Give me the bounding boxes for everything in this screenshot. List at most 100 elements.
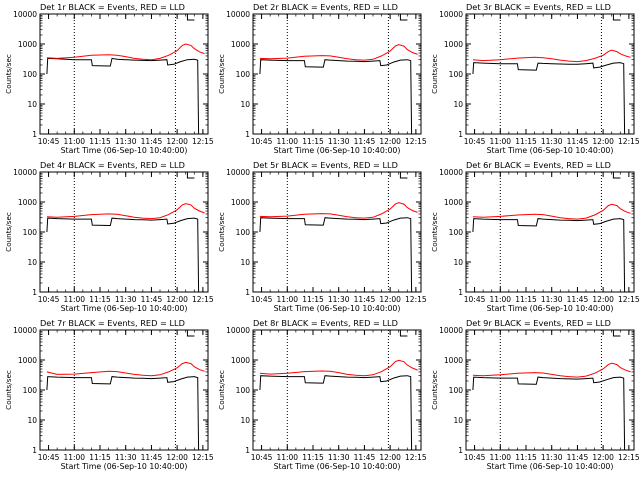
y-tick-label: 1	[245, 446, 250, 455]
x-tick-label: 11:45	[141, 137, 163, 146]
x-tick-label: 11:15	[89, 453, 111, 462]
chart-panel: Det 9r BLACK = Events, RED = LLD 1 10 100 10…	[430, 318, 640, 471]
y-tick-label: 1000	[231, 198, 250, 207]
x-tick-label: 12:00	[592, 137, 614, 146]
x-axis-label: Start Time (06-Sep-10 10:40:00)	[274, 462, 401, 471]
chart-title: Det 1r BLACK = Events, RED = LLD	[40, 2, 185, 12]
events-series-line	[46, 376, 200, 450]
y-tick-label: 1	[458, 446, 463, 455]
x-tick-label: 12:15	[405, 295, 427, 304]
y-tick-label: 100	[23, 228, 38, 237]
x-tick-label: 12:15	[192, 295, 214, 304]
attenuator-bracket	[612, 330, 621, 337]
chart-title: Det 3r BLACK = Events, RED = LLD	[466, 2, 611, 12]
x-axis-label: Start Time (06-Sep-10 10:40:00)	[61, 304, 188, 313]
y-tick-label: 1	[458, 288, 463, 297]
events-series-line	[472, 218, 626, 292]
x-tick-label: 12:00	[592, 453, 614, 462]
y-tick-label: 10000	[439, 168, 463, 177]
chart-title: Det 7r BLACK = Events, RED = LLD	[40, 318, 185, 328]
x-tick-label: 11:15	[515, 453, 537, 462]
chart-title: Det 4r BLACK = Events, RED = LLD	[40, 160, 185, 170]
y-tick-label: 1	[458, 130, 463, 139]
y-axis-label: Counts/sec	[430, 212, 439, 252]
x-axis-label: Start Time (06-Sep-10 10:40:00)	[61, 462, 188, 471]
attenuator-bracket	[399, 14, 408, 21]
x-tick-label: 11:00	[276, 137, 298, 146]
lld-series-line	[472, 362, 631, 378]
attenuator-bracket	[186, 172, 195, 179]
y-tick-label: 10	[453, 416, 463, 425]
x-tick-label: 11:15	[515, 137, 537, 146]
y-tick-label: 10	[27, 100, 37, 109]
x-axis-label: Start Time (06-Sep-10 10:40:00)	[61, 146, 188, 155]
events-series-line	[472, 376, 626, 450]
x-tick-label: 11:15	[89, 295, 111, 304]
lld-series-line	[46, 43, 205, 61]
lld-series-line	[472, 49, 631, 63]
y-axis-label: Counts/sec	[430, 54, 439, 94]
x-tick-label: 11:00	[63, 295, 85, 304]
x-axis-label: Start Time (06-Sep-10 10:40:00)	[487, 146, 614, 155]
y-tick-label: 10000	[13, 10, 37, 19]
x-tick-label: 11:30	[541, 137, 563, 146]
plot-frame	[39, 13, 209, 135]
chart-panel: Det 5r BLACK = Events, RED = LLD 1 10 100 10…	[217, 160, 427, 313]
y-tick-label: 10000	[226, 168, 250, 177]
x-tick-label: 11:30	[541, 295, 563, 304]
y-tick-label: 100	[449, 386, 464, 395]
x-tick-label: 11:00	[63, 137, 85, 146]
y-tick-label: 10	[27, 258, 37, 267]
y-tick-label: 10000	[226, 326, 250, 335]
plot-frame	[39, 329, 209, 451]
y-tick-label: 100	[449, 228, 464, 237]
y-tick-label: 10	[27, 416, 37, 425]
y-tick-label: 100	[449, 70, 464, 79]
y-tick-label: 10	[240, 258, 250, 267]
x-tick-label: 10:45	[38, 453, 60, 462]
y-tick-label: 10000	[439, 326, 463, 335]
y-tick-label: 10000	[439, 10, 463, 19]
x-tick-label: 11:00	[489, 453, 511, 462]
x-tick-label: 12:00	[166, 137, 188, 146]
lld-series-line	[259, 202, 418, 219]
events-series-line	[259, 375, 413, 450]
x-tick-label: 11:00	[276, 453, 298, 462]
y-tick-label: 1	[245, 288, 250, 297]
y-tick-label: 100	[236, 70, 251, 79]
x-tick-label: 11:15	[515, 295, 537, 304]
plot-frame	[252, 329, 422, 451]
x-tick-label: 11:30	[115, 137, 137, 146]
x-tick-label: 10:45	[38, 137, 60, 146]
events-series-line	[46, 57, 200, 134]
plot-frame	[252, 13, 422, 135]
chart-title: Det 6r BLACK = Events, RED = LLD	[466, 160, 611, 170]
y-tick-label: 1	[245, 130, 250, 139]
y-tick-label: 1000	[444, 356, 463, 365]
x-tick-label: 12:00	[379, 453, 401, 462]
y-axis-label: Counts/sec	[4, 370, 13, 410]
attenuator-bracket	[612, 14, 621, 21]
y-axis-label: Counts/sec	[217, 212, 226, 252]
attenuator-bracket	[399, 330, 408, 337]
x-tick-label: 10:45	[251, 453, 273, 462]
y-axis-label: Counts/sec	[430, 370, 439, 410]
lld-series-line	[472, 203, 631, 220]
x-tick-label: 12:00	[379, 137, 401, 146]
x-tick-label: 11:15	[302, 295, 324, 304]
chart-title: Det 9r BLACK = Events, RED = LLD	[466, 318, 611, 328]
y-tick-label: 10	[453, 100, 463, 109]
y-tick-label: 1	[32, 288, 37, 297]
y-tick-label: 10000	[226, 10, 250, 19]
y-tick-label: 10000	[13, 168, 37, 177]
attenuator-bracket	[612, 172, 621, 179]
y-axis-label: Counts/sec	[217, 54, 226, 94]
x-tick-label: 12:00	[592, 295, 614, 304]
plot-frame	[465, 13, 635, 135]
x-tick-label: 12:15	[618, 137, 640, 146]
lld-series-line	[46, 203, 205, 220]
x-tick-label: 11:45	[567, 295, 589, 304]
y-tick-label: 10000	[13, 326, 37, 335]
x-tick-label: 11:30	[328, 137, 350, 146]
